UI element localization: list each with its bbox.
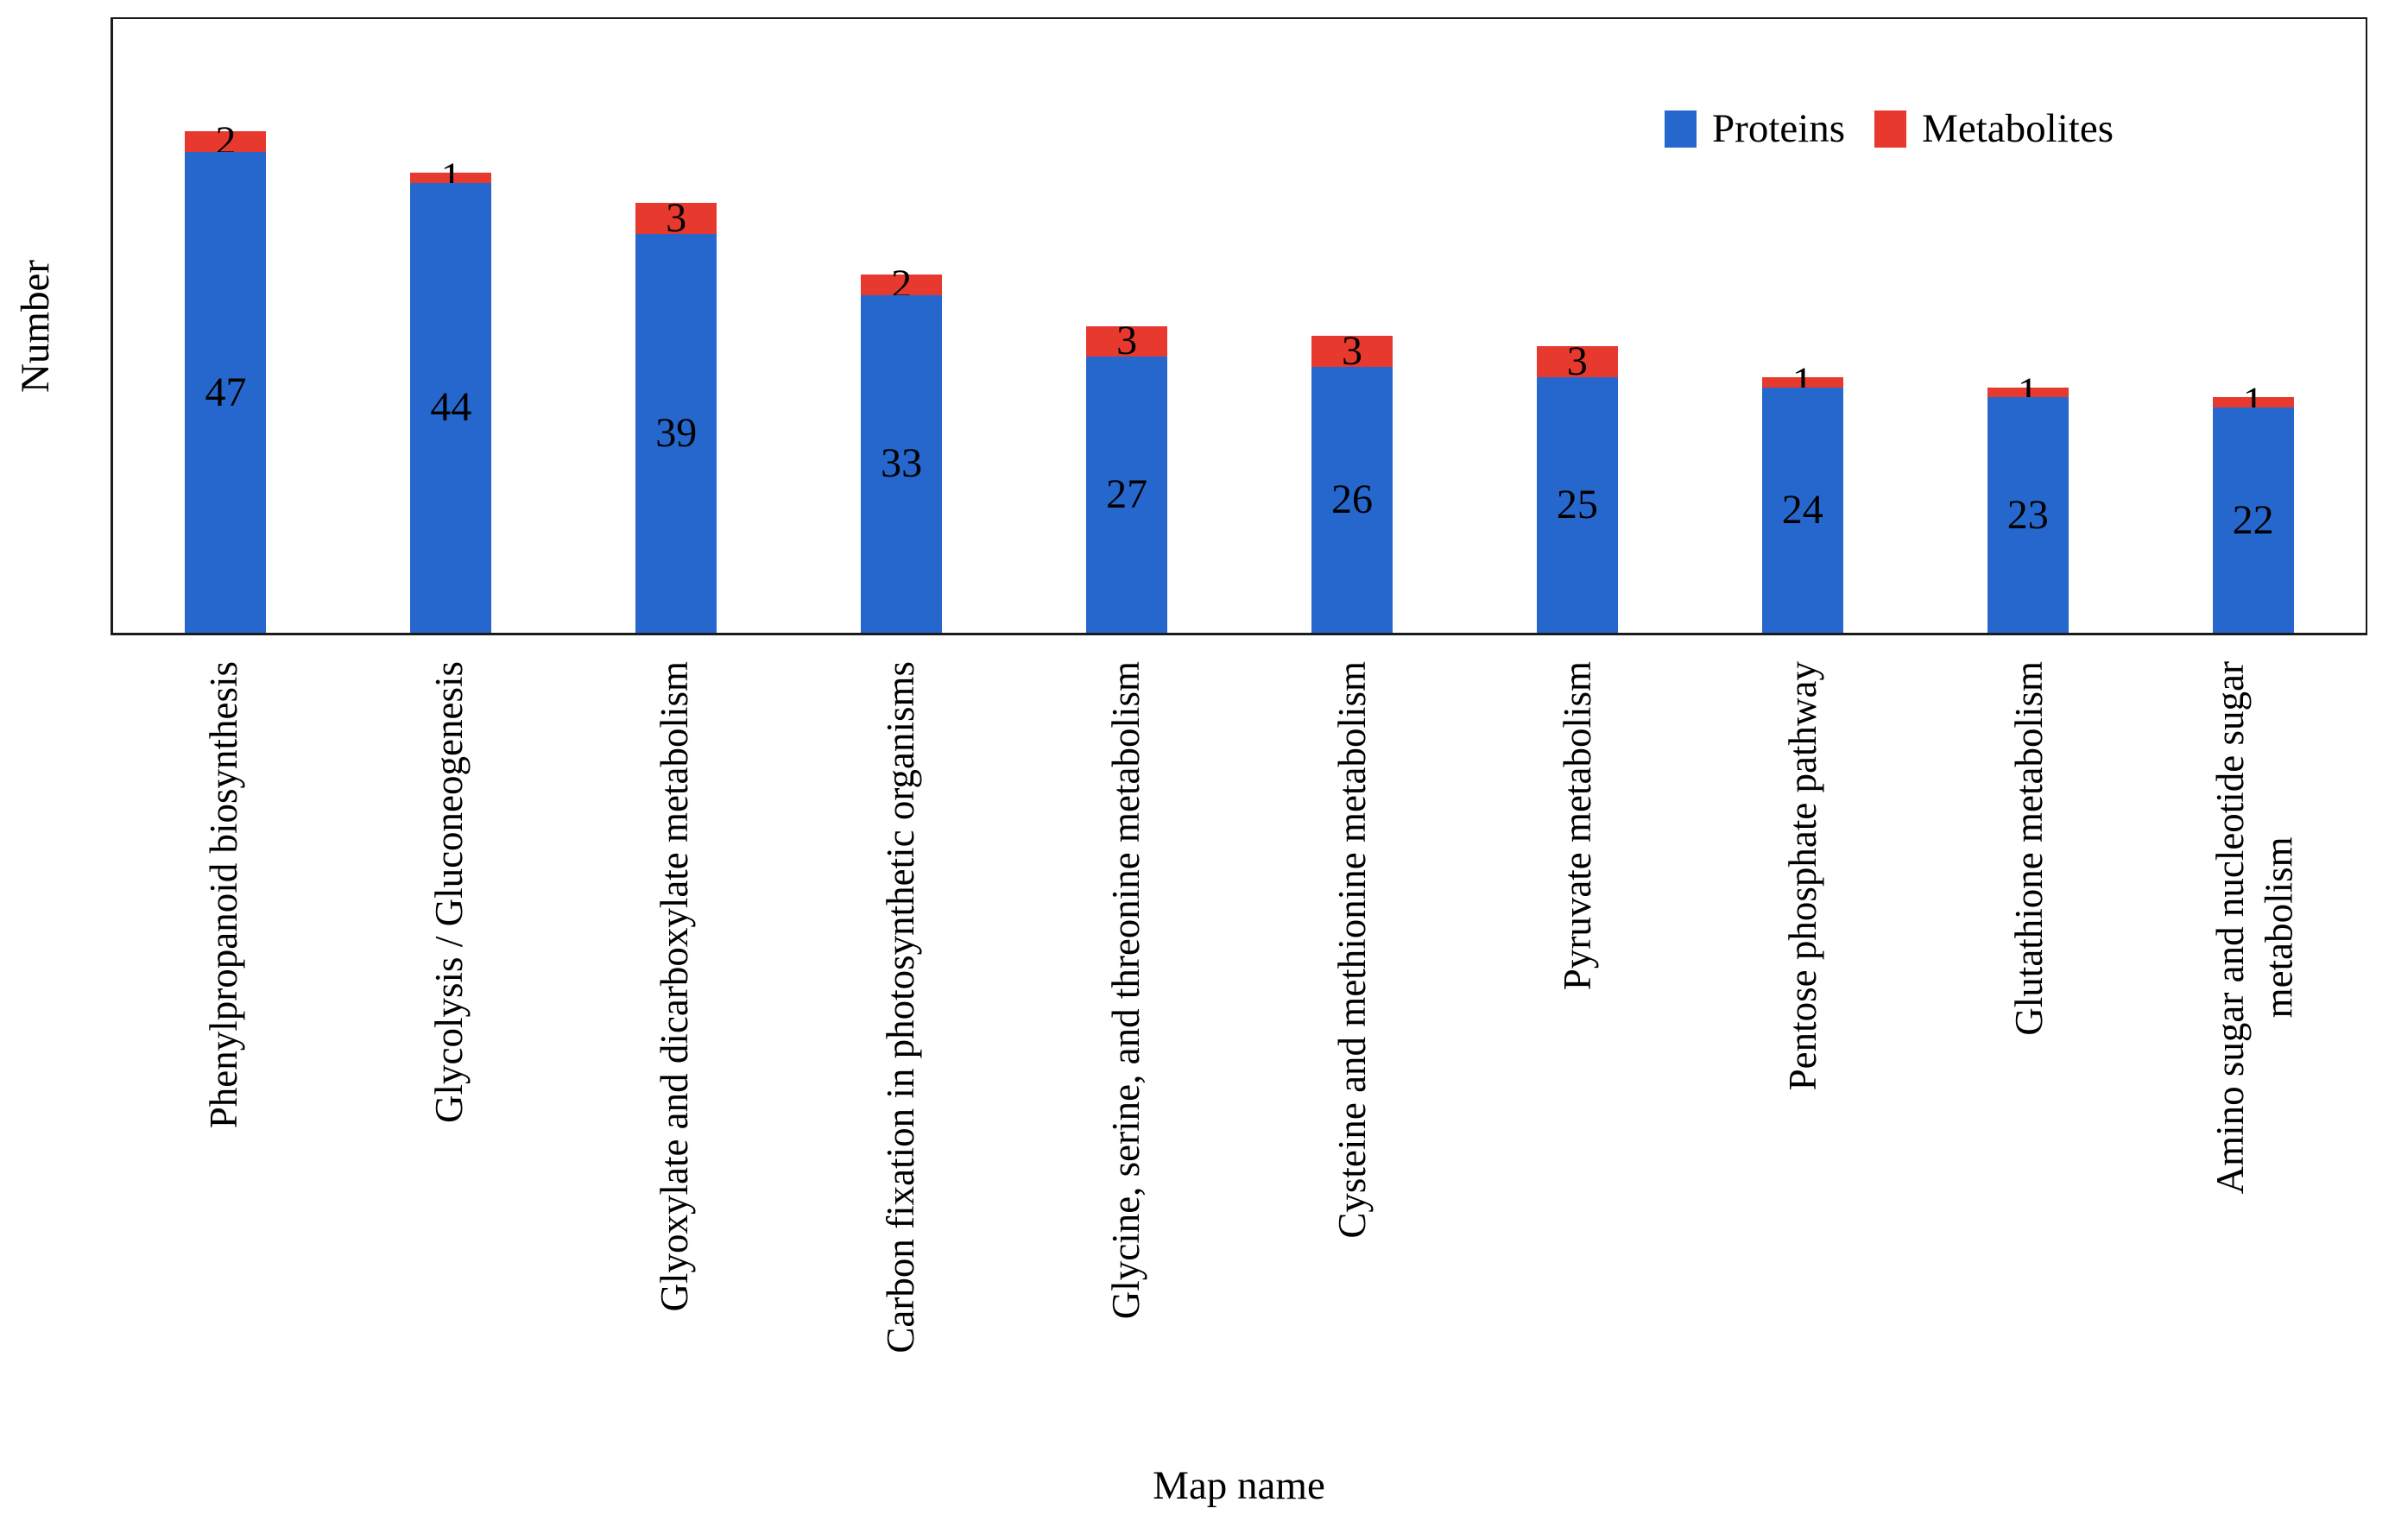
bar-slot: 1 44 — [338, 19, 564, 633]
proteins-value-label: 27 — [1106, 471, 1148, 518]
stacked-bar-6: 3 26 — [1311, 331, 1393, 633]
stacked-bar-2: 1 44 — [410, 156, 492, 633]
x-axis-category-labels: Phenylpropanoid biosynthesis Glycolysis /… — [111, 661, 2367, 1354]
metabolites-value-label: 3 — [666, 195, 687, 242]
category-label: Pyruvate metabolism — [1556, 661, 1600, 991]
category-label-slot: Cysteine and methionine metabolism — [1239, 661, 1464, 1239]
proteins-value-label: 23 — [2006, 491, 2049, 538]
category-label-slot: Carbon fixation in photosynthetic organi… — [787, 661, 1013, 1354]
category-label: Glycolysis / Gluconeogenesis — [427, 661, 471, 1123]
stacked-bar-10: 1 22 — [2212, 382, 2294, 633]
proteins-segment: 24 — [1761, 387, 1843, 633]
proteins-segment: 26 — [1311, 366, 1393, 633]
category-label-slot: Glycolysis / Gluconeogenesis — [336, 661, 561, 1123]
legend-item-proteins: Proteins — [1665, 105, 1845, 152]
metabolites-segment: 1 — [1987, 371, 2069, 413]
proteins-value-label: 24 — [1781, 486, 1823, 533]
metabolites-segment: 3 — [1086, 320, 1168, 362]
proteins-value-label: 26 — [1330, 476, 1373, 522]
legend-label: Proteins — [1712, 106, 1846, 151]
proteins-value-label: 47 — [205, 369, 247, 415]
bar-slot: 3 26 — [1240, 19, 1465, 633]
category-label-slot: Pentose phosphate pathway — [1690, 661, 1916, 1090]
category-label-slot: Glyoxylate and dicarboxylate metabolism — [562, 661, 787, 1312]
legend-swatch-icon — [1874, 110, 1907, 148]
metabolites-value-label: 3 — [1341, 328, 1362, 375]
category-label: Cysteine and methionine metabolism — [1330, 661, 1374, 1239]
stacked-bar-8: 1 24 — [1761, 361, 1843, 633]
proteins-segment: 33 — [861, 294, 943, 633]
proteins-segment: 22 — [2212, 407, 2294, 633]
category-label: Glyoxylate and dicarboxylate metabolism — [653, 661, 697, 1312]
category-label: Glycine, serine, and threonine metabolis… — [1104, 661, 1148, 1320]
category-label: Phenylpropanoid biosynthesis — [201, 661, 245, 1129]
category-label: Carbon fixation in photosynthetic organi… — [878, 661, 922, 1354]
bar-slot: 2 33 — [789, 19, 1014, 633]
metabolites-segment: 1 — [410, 156, 492, 198]
y-axis-title: Number — [5, 17, 66, 635]
proteins-value-label: 33 — [881, 440, 923, 487]
metabolites-value-label: 3 — [1116, 318, 1138, 364]
proteins-value-label: 44 — [430, 384, 472, 431]
stacked-bar-7: 3 25 — [1536, 340, 1618, 633]
bar-slot: 2 47 — [113, 19, 338, 633]
category-label-slot: Glutathione metabolism — [1916, 661, 2141, 1036]
metabolites-segment: 2 — [185, 121, 267, 162]
legend-item-metabolites: Metabolites — [1874, 105, 2114, 152]
bar-slot: 1 23 — [1915, 19, 2140, 633]
stacked-bar-1: 2 47 — [185, 121, 267, 633]
category-label: Amino sugar and nucleotide sugar metabol… — [2209, 661, 2301, 1195]
category-label-slot: Phenylpropanoid biosynthesis — [111, 661, 336, 1128]
bars-container: 2 47 1 44 3 39 2 33 3 27 3 26 3 25 1 24 1 23 1 22 — [113, 19, 2366, 633]
legend: Proteins Metabolites — [1665, 105, 2114, 152]
proteins-segment: 23 — [1987, 397, 2069, 633]
bar-slot: 3 39 — [564, 19, 789, 633]
proteins-segment: 25 — [1536, 376, 1618, 633]
metabolites-segment: 3 — [635, 198, 717, 239]
category-label: Glutathione metabolism — [2006, 661, 2051, 1036]
stacked-bar-9: 1 23 — [1987, 371, 2069, 633]
proteins-value-label: 25 — [1556, 481, 1598, 527]
bar-slot: 1 22 — [2140, 19, 2366, 633]
proteins-segment: 44 — [410, 182, 492, 633]
category-label-slot: Pyruvate metabolism — [1464, 661, 1690, 990]
stacked-bar-3: 3 39 — [635, 198, 717, 633]
bar-slot: 3 25 — [1464, 19, 1690, 633]
legend-label: Metabolites — [1922, 106, 2114, 151]
legend-swatch-icon — [1665, 110, 1697, 148]
proteins-segment: 27 — [1086, 357, 1168, 633]
metabolites-segment: 1 — [1761, 361, 1843, 402]
stacked-bar-5: 3 27 — [1086, 320, 1168, 633]
metabolites-segment: 3 — [1311, 331, 1393, 372]
proteins-segment: 47 — [185, 152, 267, 633]
category-label: Pentose phosphate pathway — [1781, 661, 1825, 1091]
category-label-slot: Amino sugar and nucleotide sugar metabol… — [2142, 661, 2367, 1194]
metabolites-segment: 2 — [861, 264, 943, 306]
proteins-value-label: 22 — [2232, 496, 2274, 543]
bar-slot: 3 27 — [1014, 19, 1240, 633]
bar-slot: 1 24 — [1690, 19, 1915, 633]
metabolites-segment: 1 — [2212, 382, 2294, 423]
y-axis-title-text: Number — [13, 259, 58, 393]
x-axis-title: Map name — [1153, 1463, 1325, 1508]
proteins-value-label: 39 — [655, 409, 698, 456]
category-label-slot: Glycine, serine, and threonine metabolis… — [1014, 661, 1239, 1319]
metabolites-segment: 3 — [1536, 340, 1618, 382]
stacked-bar-4: 2 33 — [861, 264, 943, 633]
metabolites-value-label: 3 — [1566, 338, 1588, 384]
proteins-segment: 39 — [635, 233, 717, 633]
plot-area: 2 47 1 44 3 39 2 33 3 27 3 26 3 25 1 24 1 23 1 22 Proteins M… — [111, 17, 2367, 635]
